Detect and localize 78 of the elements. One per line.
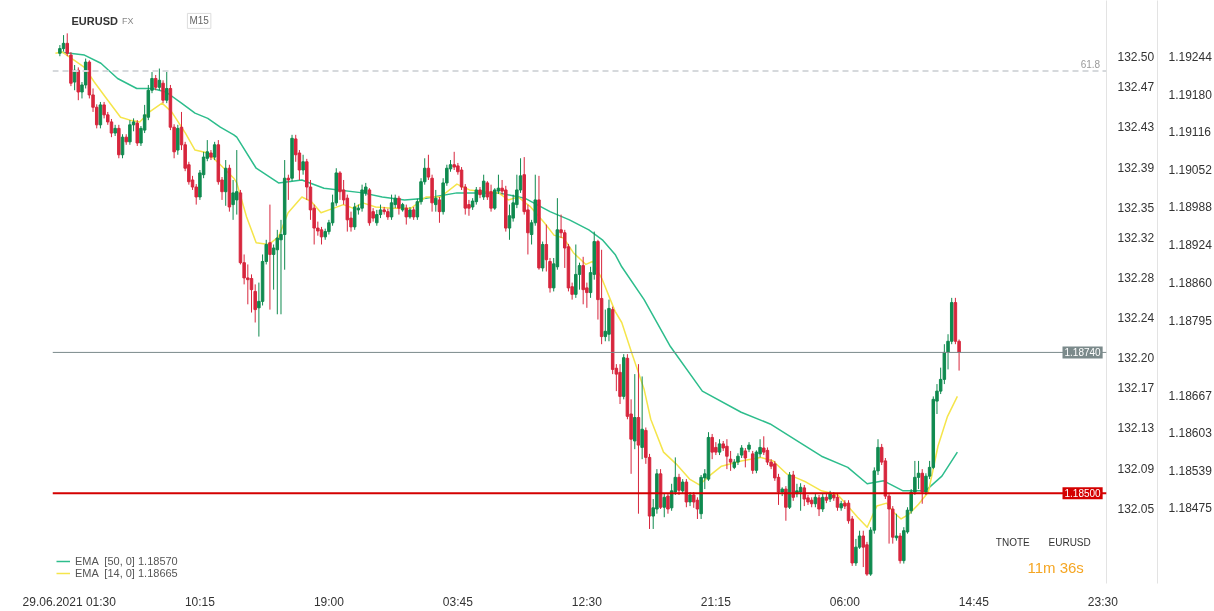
candlestick bbox=[710, 433, 714, 460]
candlestick bbox=[666, 492, 670, 515]
candlestick bbox=[338, 170, 342, 201]
y-tick-label: 1.18539 bbox=[1168, 463, 1213, 478]
candlestick bbox=[397, 195, 401, 216]
candlestick bbox=[360, 184, 364, 213]
candlestick bbox=[161, 79, 165, 104]
candlestick bbox=[286, 174, 291, 201]
y-tick-label: 1.19244 bbox=[1168, 50, 1213, 65]
y2-tick-label: 132.50 bbox=[1117, 50, 1155, 65]
annotation: M15 bbox=[189, 15, 210, 27]
y2-tick-label: 132.24 bbox=[1117, 311, 1155, 326]
y-tick-label: 1.18603 bbox=[1168, 426, 1213, 441]
y-tick-label: 1.19116 bbox=[1168, 125, 1212, 140]
candlestick bbox=[577, 262, 582, 291]
candlestick bbox=[920, 468, 924, 505]
x-tick-label: 10:15 bbox=[184, 594, 216, 609]
candlestick bbox=[574, 243, 578, 299]
x-tick-label: 21:15 bbox=[700, 594, 732, 609]
candlestick bbox=[894, 513, 899, 542]
legend-label: EMA [50, 0] 1.18570 bbox=[75, 555, 178, 567]
legend-label: EMA [14, 0] 1.18665 bbox=[75, 567, 178, 579]
candlestick bbox=[489, 184, 493, 213]
y2-tick-label: 132.47 bbox=[1117, 80, 1155, 95]
y-tick-label: 1.19180 bbox=[1168, 87, 1213, 102]
y2-tick-label: 132.09 bbox=[1117, 461, 1155, 476]
y-tick-label: 1.18795 bbox=[1168, 313, 1213, 328]
y2-tick-label: 132.13 bbox=[1117, 421, 1155, 436]
y-tick-label: 1.18475 bbox=[1168, 501, 1213, 516]
candlestick bbox=[695, 496, 700, 520]
candlestick bbox=[750, 450, 755, 475]
text: EURUSD bbox=[71, 14, 118, 27]
candlestick bbox=[128, 119, 132, 146]
candlestick bbox=[633, 373, 637, 450]
y-tick-label: 1.18924 bbox=[1168, 237, 1213, 252]
annotation: FX bbox=[122, 15, 134, 26]
y2-tick-label: 132.17 bbox=[1117, 381, 1155, 396]
y-tick-label: 1.18667 bbox=[1168, 388, 1213, 403]
y-tick-label: 1.19052 bbox=[1168, 162, 1213, 177]
candlestick bbox=[714, 441, 718, 456]
y2-tick-label: 132.28 bbox=[1117, 270, 1155, 285]
y2-tick-label: 132.05 bbox=[1117, 501, 1155, 516]
candlestick bbox=[434, 189, 438, 213]
candlestick bbox=[481, 174, 486, 201]
candlestick bbox=[478, 186, 482, 199]
x-tick-label: 19:00 bbox=[313, 594, 345, 609]
candlestick bbox=[677, 473, 681, 496]
x-tick-label: 03:45 bbox=[442, 594, 474, 609]
candlestick bbox=[268, 204, 272, 311]
candlestick bbox=[791, 470, 795, 502]
ref-line-label: 1.18740 bbox=[1064, 347, 1102, 359]
y2-tick-label: 132.20 bbox=[1117, 351, 1155, 366]
annotation: 11m 36s bbox=[1027, 558, 1084, 576]
y2-tick-label: 132.32 bbox=[1117, 230, 1155, 245]
annotation: TNOTE bbox=[995, 537, 1031, 549]
candlestick bbox=[817, 494, 821, 517]
candlestick bbox=[507, 204, 512, 241]
y-tick-label: 1.18988 bbox=[1168, 200, 1213, 215]
y-tick-label: 1.18860 bbox=[1168, 275, 1213, 290]
x-tick-label: 23:30 bbox=[1087, 594, 1119, 609]
x-tick-label: 14:45 bbox=[958, 594, 990, 609]
candlestick bbox=[176, 124, 180, 156]
x-tick-label: 29.06.2021 01:30 bbox=[22, 594, 117, 609]
candlestick bbox=[640, 375, 644, 460]
ref-line-label: 1.18500 bbox=[1064, 488, 1102, 500]
candlestick bbox=[235, 149, 239, 216]
x-tick-label: 12:30 bbox=[571, 594, 603, 609]
annotation: 61.8 bbox=[1080, 58, 1101, 70]
x-tick-label: 06:00 bbox=[829, 594, 861, 609]
y2-tick-label: 132.43 bbox=[1117, 120, 1155, 135]
candlestick bbox=[743, 447, 748, 468]
candlestick bbox=[784, 485, 788, 522]
candlestick bbox=[301, 154, 305, 176]
y2-tick-label: 132.39 bbox=[1117, 160, 1155, 175]
y2-tick-label: 132.35 bbox=[1117, 200, 1155, 215]
candlestick bbox=[540, 241, 545, 272]
candlestick bbox=[725, 438, 729, 470]
annotation: EURUSD bbox=[1048, 537, 1091, 549]
